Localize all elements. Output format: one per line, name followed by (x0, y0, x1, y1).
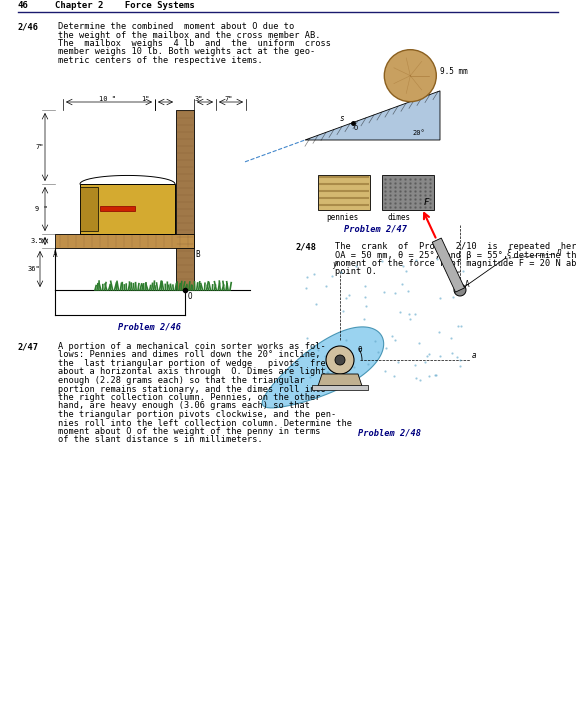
Circle shape (326, 346, 354, 374)
Circle shape (384, 50, 436, 102)
Text: Problem 2/47: Problem 2/47 (344, 225, 407, 234)
Text: 2/47: 2/47 (18, 342, 39, 351)
Polygon shape (305, 91, 440, 140)
Bar (80, 184, 175, 234)
Bar (176, 110, 194, 290)
Text: 9.5 mm: 9.5 mm (440, 67, 468, 76)
Text: hand, are heavy enough (3.06 grams each) so that: hand, are heavy enough (3.06 grams each)… (58, 402, 310, 410)
Polygon shape (262, 327, 384, 408)
Text: point O.: point O. (335, 268, 377, 276)
Text: O: O (188, 292, 192, 301)
Text: 3": 3" (195, 96, 203, 102)
Bar (55, 234, 194, 248)
Text: 10 ": 10 " (99, 96, 116, 102)
Text: the triangular portion pivots clockwise, and the pen-: the triangular portion pivots clockwise,… (58, 410, 336, 419)
Text: 2/46: 2/46 (18, 22, 39, 31)
Text: The  crank  of  Prob.  2/10  is  repeated  here.  If: The crank of Prob. 2/10 is repeated here… (335, 242, 576, 251)
Text: about a horizontal axis through  O. Dimes are light: about a horizontal axis through O. Dimes… (58, 367, 326, 377)
Text: 20°: 20° (412, 130, 425, 136)
Text: the right collection column. Pennies, on the other: the right collection column. Pennies, on… (58, 393, 320, 402)
Text: ξ: ξ (507, 249, 511, 258)
Text: a: a (472, 351, 476, 360)
Text: The  mailbox  weighs  4 lb  and  the  uniform  cross: The mailbox weighs 4 lb and the uniform … (58, 39, 331, 48)
Text: β: β (445, 261, 450, 270)
Text: 2/48: 2/48 (295, 242, 316, 251)
Text: moment about O of the weight of the penny in terms: moment about O of the weight of the penn… (58, 427, 320, 436)
Text: y: y (332, 260, 336, 269)
Text: Determine the combined  moment about O due to: Determine the combined moment about O du… (58, 22, 294, 31)
Text: 1": 1" (141, 96, 150, 102)
Text: A: A (465, 280, 469, 289)
Text: θ: θ (358, 345, 363, 354)
Text: η: η (557, 247, 562, 256)
Polygon shape (432, 238, 464, 292)
Text: A: A (53, 250, 58, 259)
Text: nies roll into the left collection column. Determine the: nies roll into the left collection colum… (58, 418, 352, 428)
Text: the  last triangular portion of wedge   pivots  freely: the last triangular portion of wedge piv… (58, 359, 342, 368)
Text: F: F (424, 199, 429, 207)
Circle shape (335, 355, 345, 365)
Text: 7": 7" (35, 144, 44, 150)
Text: A portion of a mechanical coin sorter works as fol-: A portion of a mechanical coin sorter wo… (58, 342, 326, 351)
Text: 46: 46 (18, 1, 29, 10)
Text: Chapter 2    Force Systems: Chapter 2 Force Systems (55, 1, 195, 10)
Text: O: O (354, 125, 358, 130)
Text: enough (2.28 grams each) so that the triangular: enough (2.28 grams each) so that the tri… (58, 376, 305, 385)
Text: 7": 7" (224, 96, 233, 102)
Text: B: B (195, 250, 200, 259)
Bar (382, 175, 434, 210)
Bar (80, 187, 98, 231)
Text: member weighs 10 lb. Both weights act at the geo-: member weighs 10 lb. Both weights act at… (58, 48, 315, 56)
Bar (100, 206, 135, 211)
Text: portion remains stationary, and the dimes roll into: portion remains stationary, and the dime… (58, 384, 326, 394)
Text: metric centers of the respective items.: metric centers of the respective items. (58, 56, 263, 65)
Text: O: O (332, 350, 336, 359)
Text: dimes: dimes (388, 213, 411, 222)
Bar (312, 385, 368, 390)
Bar (318, 175, 370, 210)
Text: lows: Pennies and dimes roll down the 20° incline,: lows: Pennies and dimes roll down the 20… (58, 351, 320, 359)
Polygon shape (318, 374, 362, 386)
Text: Problem 2/46: Problem 2/46 (119, 323, 181, 332)
Text: Problem 2/48: Problem 2/48 (358, 428, 422, 437)
Text: pennies: pennies (326, 213, 358, 222)
Text: moment of the force F of magnitude F = 20 N about: moment of the force F of magnitude F = 2… (335, 259, 576, 268)
Text: OA = 50 mm, θ = 25°, and β = 55°, determine the: OA = 50 mm, θ = 25°, and β = 55°, determ… (335, 251, 576, 259)
Text: 9 ": 9 " (35, 206, 48, 212)
Text: s: s (340, 114, 344, 123)
Text: 3.5": 3.5" (31, 238, 48, 244)
Text: the weight of the mailbox and the cross member AB.: the weight of the mailbox and the cross … (58, 30, 320, 40)
Circle shape (454, 284, 466, 296)
Text: of the slant distance s in millimeters.: of the slant distance s in millimeters. (58, 436, 263, 444)
Text: 36": 36" (28, 266, 41, 272)
